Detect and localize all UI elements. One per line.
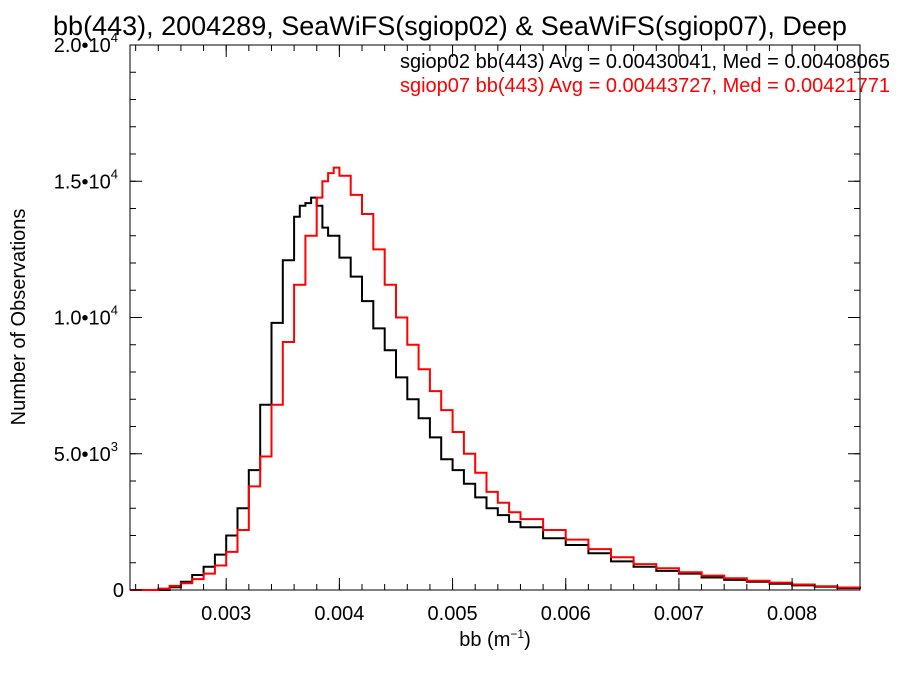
x-tick-label: 0.006 <box>541 603 591 625</box>
legend-entry-sgiop02: sgiop02 bb(443) Avg = 0.00430041, Med = … <box>400 51 890 73</box>
series-line-sgiop02 <box>130 196 861 591</box>
y-tick-label: 2.0•104 <box>54 30 118 57</box>
y-axis: 0 5.0•103 1.0•104 1.5•104 2.0•104 <box>54 30 860 602</box>
x-tick-label: 0.005 <box>428 603 478 625</box>
y-tick-label: 5.0•103 <box>54 439 118 466</box>
legend-entry-sgiop07: sgiop07 bb(443) Avg = 0.00443727, Med = … <box>400 75 890 97</box>
y-axis-label: Number of Observations <box>8 209 30 426</box>
y-tick-label: 1.5•104 <box>54 166 118 193</box>
series-line-sgiop07 <box>130 166 861 591</box>
series-layer <box>130 166 861 591</box>
x-axis: 0.003 0.004 0.005 0.006 0.007 0.008 <box>135 45 861 625</box>
x-tick-label: 0.004 <box>314 603 364 625</box>
x-axis-label-main: bb (m <box>459 629 510 651</box>
x-axis-label-exponent: −1 <box>510 627 524 641</box>
x-axis-label-close: ) <box>524 629 531 651</box>
y-tick-label: 0 <box>113 580 124 602</box>
x-tick-label: 0.003 <box>201 603 251 625</box>
x-axis-label: bb (m−1) <box>459 627 530 651</box>
chart-title: bb(443), 2004289, SeaWiFS(sgiop02) & Sea… <box>53 11 847 41</box>
y-tick-label: 1.0•104 <box>54 303 118 330</box>
x-tick-label: 0.008 <box>767 603 817 625</box>
x-tick-label: 0.007 <box>654 603 704 625</box>
